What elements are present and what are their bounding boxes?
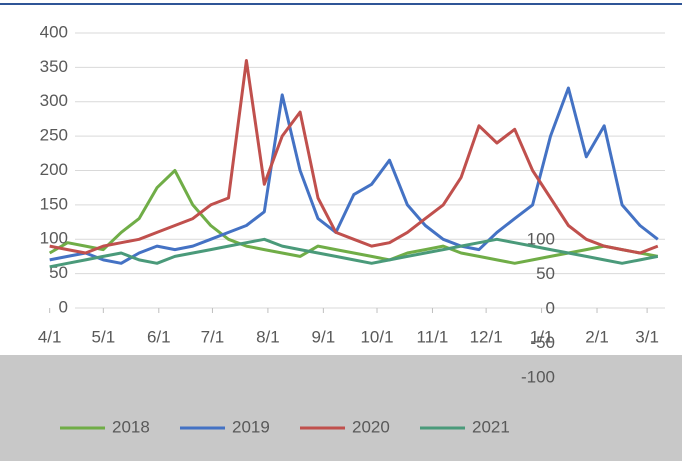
y2-tick-label: 100: [527, 229, 555, 248]
x-tick-label: 7/1: [201, 327, 225, 346]
x-tick-label: 8/1: [256, 327, 280, 346]
x-tick-label: 12/1: [470, 327, 503, 346]
y-tick-label: 250: [40, 126, 68, 145]
x-tick-label: 4/1: [38, 327, 62, 346]
x-tick-label: 6/1: [147, 327, 171, 346]
x-tick-label: 2/1: [585, 327, 609, 346]
y-tick-label: 400: [40, 22, 68, 41]
series-line: [49, 237, 659, 269]
x-tick-label: 3/1: [635, 327, 659, 346]
x-tick-label: 11/1: [417, 327, 449, 346]
legend-label: 2019: [232, 417, 270, 436]
y-tick-label: 200: [40, 160, 68, 179]
y-tick-label: 0: [59, 297, 68, 316]
y2-tick-label: 0: [546, 298, 555, 317]
x-tick-label: 5/1: [92, 327, 116, 346]
series-line: [49, 59, 659, 255]
footer-band: [0, 355, 682, 461]
x-tick-label: 10/1: [360, 327, 393, 346]
legend-label: 2020: [352, 417, 390, 436]
series-line: [48, 169, 659, 265]
y-tick-label: 150: [40, 194, 68, 213]
legend-label: 2018: [112, 417, 150, 436]
x-tick-label: 9/1: [312, 327, 336, 346]
y-tick-label: 300: [40, 91, 68, 110]
y2-tick-label: -100: [521, 367, 555, 386]
y-tick-label: 350: [40, 57, 68, 76]
y-tick-label: 100: [40, 229, 68, 248]
y2-tick-label: -50: [530, 333, 555, 352]
y2-tick-label: 50: [536, 264, 555, 283]
x-tick-label: 1/1: [530, 327, 554, 346]
series-line: [49, 86, 659, 265]
legend-label: 2021: [472, 417, 510, 436]
y-tick-label: 50: [49, 263, 68, 282]
